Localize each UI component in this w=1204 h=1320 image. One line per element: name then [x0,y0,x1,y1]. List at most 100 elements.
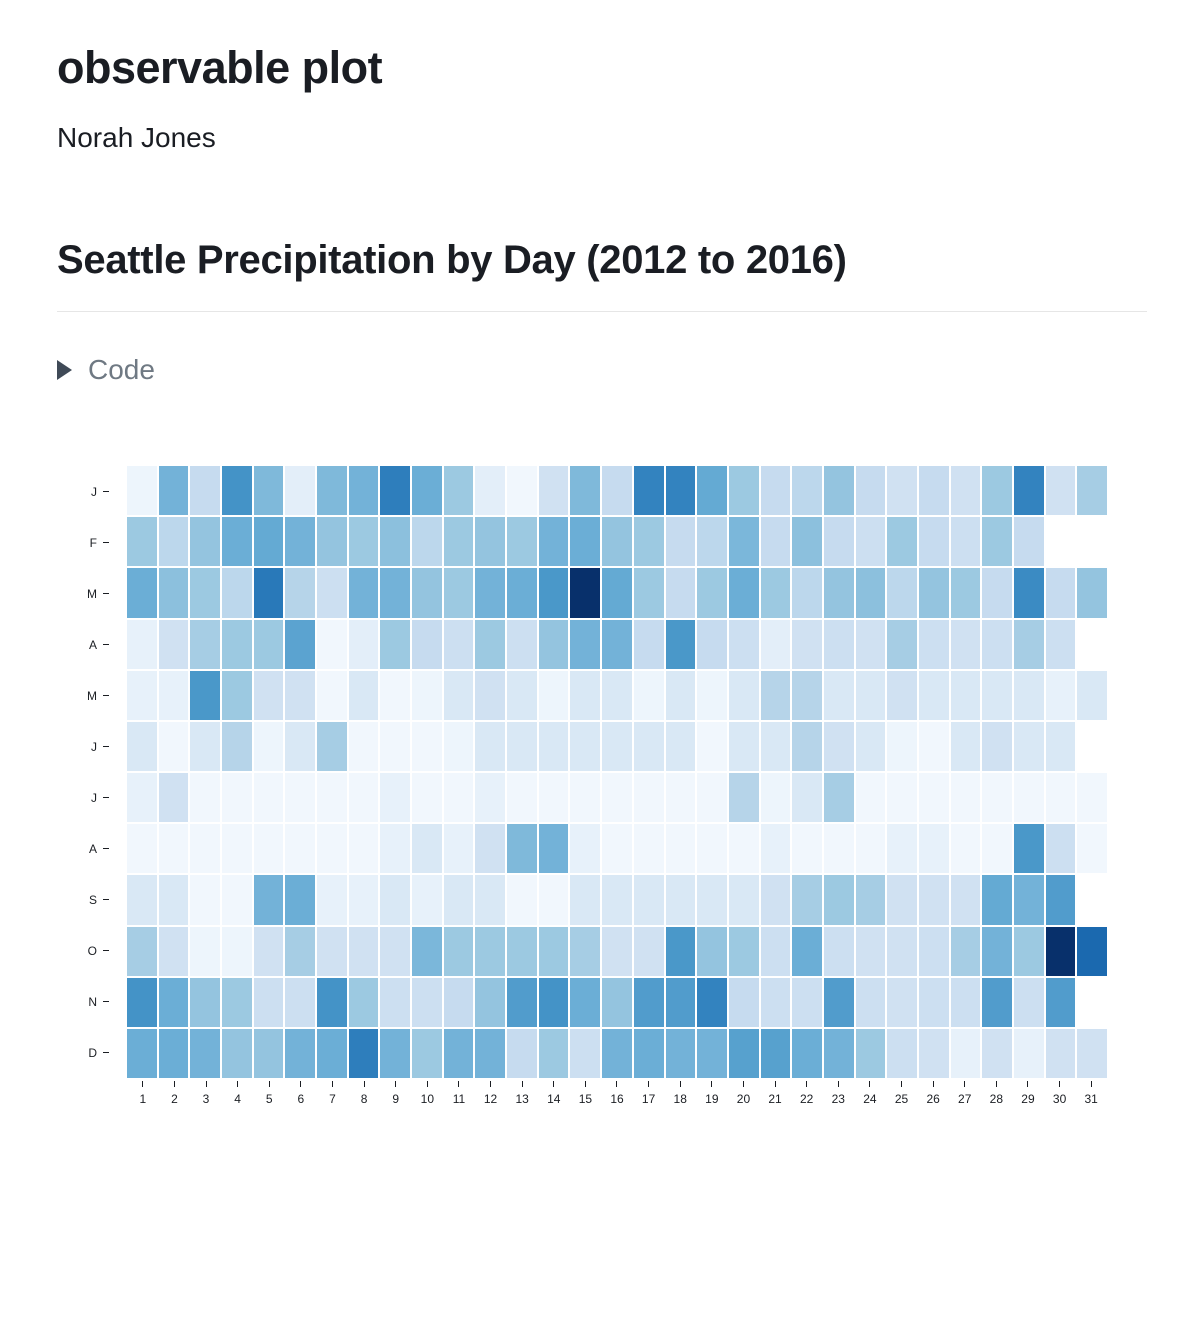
heatmap-cell [823,670,854,720]
heatmap-cell [823,466,854,516]
heatmap-cell [602,619,632,669]
heatmap-cell [158,824,189,874]
y-tick-mark [103,797,109,798]
heatmap-cell [887,517,917,567]
heatmap-cell [602,466,632,516]
heatmap-cell [633,568,664,618]
heatmap-cell [1013,517,1044,567]
heatmap-cell [127,773,157,823]
heatmap-cell [507,670,537,720]
heatmap-cell [1077,875,1107,924]
heatmap-cell [887,466,917,516]
heatmap-cell [443,517,474,567]
heatmap-cell [443,773,474,823]
x-tick-mark [711,1081,713,1087]
heatmap-cell [317,721,347,771]
heatmap-cell [697,517,727,567]
x-tick-mark [458,1081,460,1087]
heatmap-cell [253,568,284,618]
heatmap-cell [507,977,537,1027]
heatmap-cell [665,977,696,1027]
heatmap-cell [317,773,347,823]
heatmap-cell [602,824,632,874]
heatmap-cell [570,721,601,771]
heatmap-cell [443,926,474,976]
heatmap-cell [285,875,316,925]
heatmap-cell [1045,1028,1076,1078]
heatmap-cell [823,875,854,925]
heatmap-cell [887,670,917,720]
heatmap-cell [1045,466,1076,516]
heatmap-cell [380,824,411,874]
x-axis-label: 30 [1044,1081,1076,1106]
heatmap-cell [190,670,221,720]
heatmap-cell [1013,568,1044,618]
x-axis-label: 14 [538,1081,570,1106]
heatmap-cell [253,824,284,874]
heatmap-cell [190,568,221,618]
x-tick-mark [584,1081,586,1087]
heatmap-cell [317,977,347,1027]
x-axis-label: 16 [601,1081,633,1106]
heatmap-cell [1013,824,1044,874]
heatmap-cell [222,875,252,925]
heatmap-cell [728,619,759,669]
heatmap-cell [855,977,886,1027]
heatmap-cell [728,517,759,567]
heatmap-cell [348,926,379,976]
heatmap-cell [127,977,157,1027]
heatmap-cell [380,1028,411,1078]
heatmap-cell [443,568,474,618]
x-axis-label: 24 [854,1081,886,1106]
heatmap-cell [158,670,189,720]
heatmap-cell [317,875,347,925]
heatmap-cell [823,619,854,669]
heatmap-cell [918,466,949,516]
heatmap-cell [633,466,664,516]
heatmap-cell [1046,517,1076,566]
heatmap-cell [855,824,886,874]
y-tick-mark [103,1001,109,1002]
heatmap-cell [697,824,727,874]
heatmap-cell [665,926,696,976]
heatmap-cell [918,773,949,823]
heatmap-cell [1045,670,1076,720]
heatmap-cell [538,466,569,516]
heatmap-cell [887,619,917,669]
heatmap-cell [982,517,1012,567]
heatmap-cell [317,619,347,669]
heatmap-cell [823,1028,854,1078]
heatmap-cell [1045,721,1076,771]
y-axis-label: J [57,466,127,517]
heatmap-cell [475,568,506,618]
y-axis-label: F [57,517,127,568]
heatmap-cell [982,977,1012,1027]
heatmap-cell [950,977,981,1027]
heatmap-cell [792,875,822,925]
heatmap-cell [380,926,411,976]
heatmap-cell [570,773,601,823]
heatmap-cell [412,824,442,874]
heatmap-cell [665,619,696,669]
heatmap-cell [1045,619,1076,669]
heatmap-cell [633,773,664,823]
heatmap-cell [697,721,727,771]
x-tick-mark [490,1081,492,1087]
heatmap-cell [982,568,1012,618]
heatmap-cell [127,466,157,516]
heatmap-cell [982,466,1012,516]
heatmap-cell [760,568,791,618]
heatmap-cell [1045,977,1076,1027]
heatmap-cell [475,1028,506,1078]
heatmap-cell [190,824,221,874]
code-toggle[interactable]: Code [57,354,155,386]
heatmap-cell [950,517,981,567]
heatmap-cell [918,568,949,618]
heatmap-cell [1077,466,1107,516]
heatmap-cell [1013,466,1044,516]
heatmap-cell [760,517,791,567]
heatmap-cell [317,466,347,516]
y-tick-mark [103,491,109,492]
heatmap-cell [855,721,886,771]
heatmap-cell [190,466,221,516]
